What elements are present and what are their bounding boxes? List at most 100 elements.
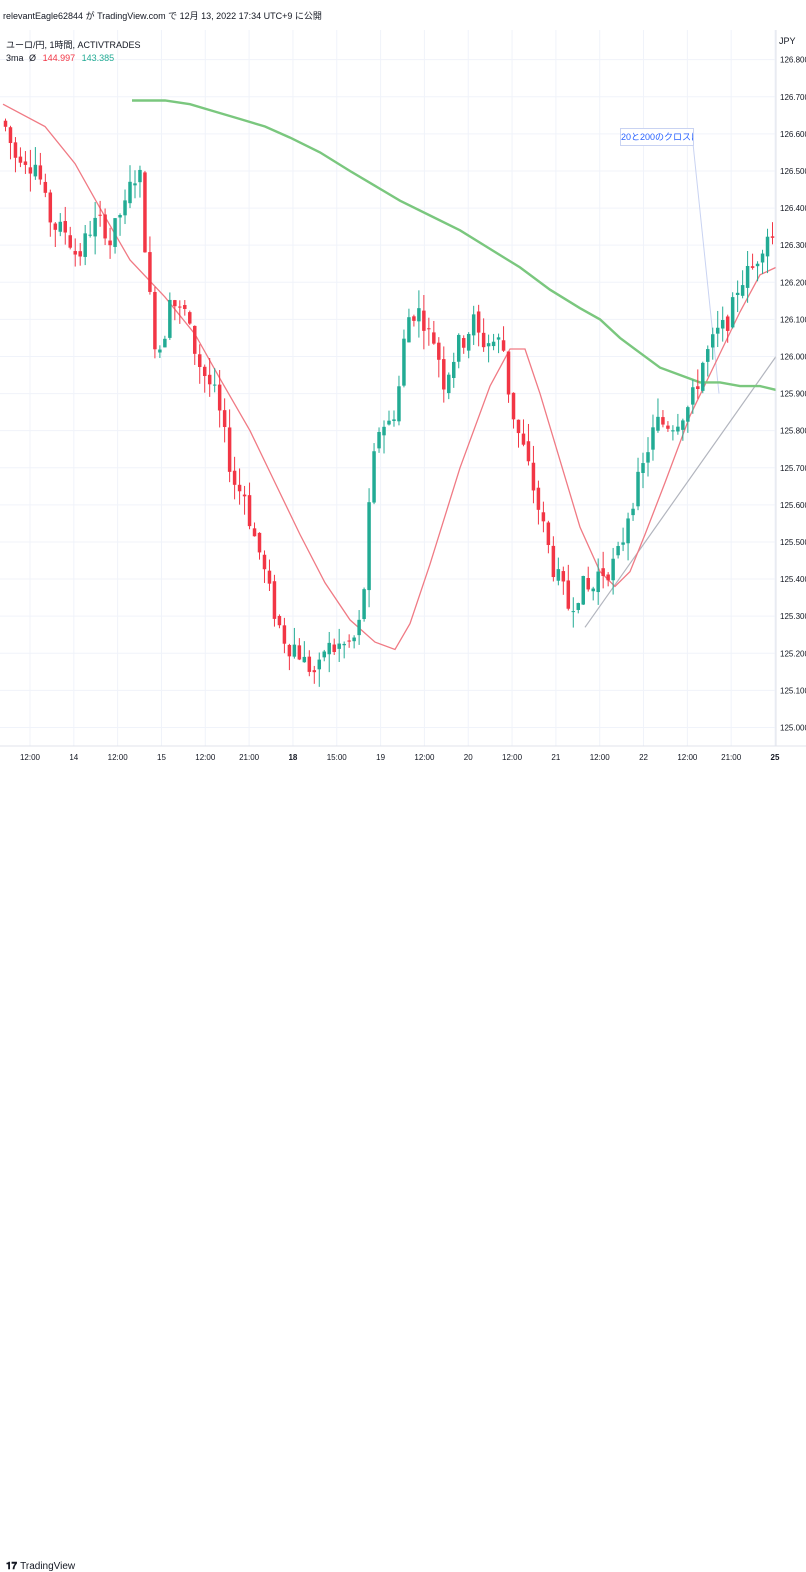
price-tick-label: 125.300 [780,612,806,621]
time-tick-label: 12:00 [108,753,129,762]
candle-body [93,217,97,237]
chart-header: relevantEagle62844 が TradingView.com で 1… [0,0,806,30]
price-tick-label: 125.200 [780,649,806,658]
candle [601,551,605,589]
candle-body [541,512,546,522]
candle [735,280,740,313]
annotation-pointer [691,133,720,394]
annotation-callout[interactable]: 20と200のクロスは要注意 [620,128,694,146]
candle-body [153,291,157,350]
candle [691,379,695,414]
time-tick-label: 12:00 [20,753,41,762]
candle-body [601,568,605,577]
symbol-legend[interactable]: ユーロ/円, 1時間, ACTIVTRADES [6,38,141,51]
candle [671,425,675,441]
candle [362,587,366,622]
candle-body [750,266,755,268]
candle-body [691,387,695,405]
candle-body [108,240,112,246]
candle [247,482,252,530]
candle [661,410,665,428]
candle-body [730,297,735,328]
candle-body [661,417,665,425]
price-axis[interactable]: 126.800 126.700 126.600 126.500 126.400 126.3… [780,56,806,733]
time-tick-label: 14 [69,753,78,762]
candle-body [616,546,620,556]
candle-body [526,441,531,462]
candle-body [686,407,690,422]
candle-body [442,359,446,390]
candle [372,443,376,505]
candle [452,352,456,388]
candle [267,559,272,591]
candle-body [352,637,356,642]
candle [412,314,416,327]
candle [392,410,396,427]
candle-body [626,518,630,544]
price-tick-label: 126.200 [780,278,806,287]
candle-body [432,332,436,344]
candle-body [163,338,167,348]
candle-body [98,214,102,216]
candle [18,147,23,168]
candle [611,547,615,595]
candle-body [128,181,132,204]
candle-body [377,431,381,449]
candle [342,641,346,659]
candle-body [681,420,685,430]
candle-body [143,172,147,253]
candle [750,253,755,270]
candle-body [412,316,416,321]
candle [486,334,491,363]
candle [701,361,705,394]
price-tick-label: 125.900 [780,390,806,399]
candle-body [342,643,346,646]
candle [581,575,585,605]
tradingview-logo-text: TradingView [20,1561,76,1572]
candle-body [536,487,541,510]
candle-body [173,300,177,307]
candle-body [740,285,745,296]
price-tick-label: 126.100 [780,315,806,324]
candle [207,358,212,397]
time-tick-label: 19 [376,753,385,762]
candle [591,586,595,601]
price-tick-label: 126.800 [780,56,806,65]
candle-body [13,142,18,158]
indicator-visibility-icon[interactable]: Ø [29,53,37,63]
candle-body [227,427,232,472]
candle [193,325,197,365]
trendline[interactable] [584,356,776,628]
candle [407,308,411,343]
price-tick-label: 126.400 [780,204,806,213]
candle-body [38,165,43,180]
candle [397,375,401,426]
candle [143,170,147,253]
candle-body [696,386,700,390]
candle [272,574,277,627]
candle [427,317,431,346]
candle [108,227,112,259]
candle-body [760,253,765,263]
candle [237,468,242,505]
candle-body [546,522,551,546]
candle-body [591,588,595,592]
candle [38,152,43,185]
candle-body [267,570,272,584]
candle-body [651,427,655,450]
candle-body [765,236,770,257]
candle-body [242,494,247,497]
candle-body [710,334,715,348]
candle [3,118,8,132]
candle [387,410,391,426]
candle-body [78,251,82,257]
candle-body [566,580,571,609]
candle-body [73,251,77,255]
time-axis[interactable]: 12:00 14 12:00 15 12:00 21:00 18 15:00 19 12:00 20… [20,753,780,762]
chart-footer: 𝟏𝟕 TradingView [0,776,806,1572]
candle [606,572,610,587]
price-chart[interactable] [0,30,776,746]
tradingview-logo[interactable]: 𝟏𝟕 TradingView [6,1561,75,1572]
indicator-legend[interactable]: 3ma Ø 144.997 143.385 [6,53,114,63]
candle [466,332,471,359]
